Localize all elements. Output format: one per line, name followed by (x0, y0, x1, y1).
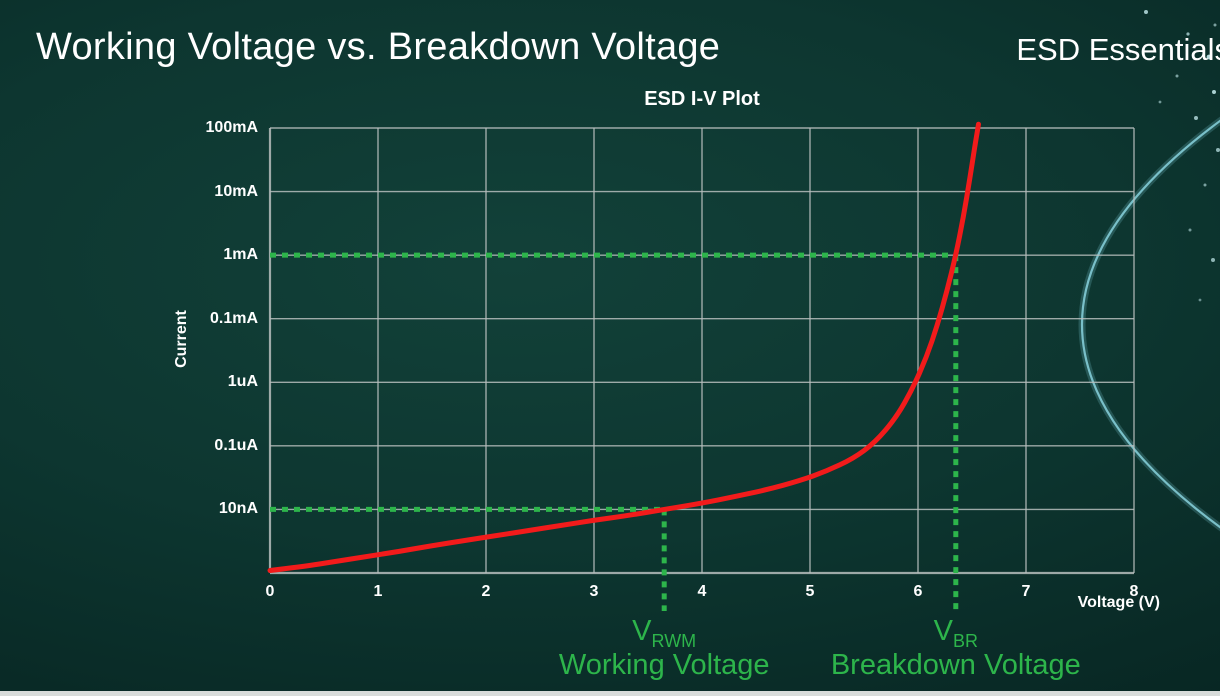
y-tick-label: 10nA (218, 500, 258, 518)
annotation-symbol-vbr: VBR (933, 615, 978, 651)
x-tick-label: 1 (373, 583, 383, 600)
decorative-star-dots (1128, 10, 1220, 302)
x-tick-label: 4 (697, 583, 707, 600)
x-tick-label: 6 (913, 583, 923, 600)
iv-curve (267, 121, 981, 573)
annotation-symbol-main: V (933, 615, 953, 647)
x-tick-label: 7 (1021, 583, 1031, 600)
annotation-symbol-main: V (632, 615, 652, 647)
y-tick-label: 1mA (223, 246, 258, 264)
y-tick-label: 1uA (227, 373, 258, 391)
x-tick-label: 0 (265, 583, 275, 600)
y-tick-label: 100mA (205, 119, 258, 136)
annotation-caption-vrwm: Working Voltage (558, 649, 770, 681)
x-tick-label: 2 (481, 583, 491, 600)
x-tick-label: 5 (805, 583, 815, 600)
annotation-symbol-subscript: RWM (651, 631, 697, 651)
page-title: Working Voltage vs. Breakdown Voltage (36, 26, 721, 68)
brand-text: ESD Essentials (1016, 32, 1220, 67)
y-tick-label: 0.1mA (209, 309, 258, 327)
chart-title: ESD I-V Plot (644, 88, 760, 110)
x-tick-label: 8 (1129, 583, 1139, 600)
annotation-symbol-vrwm: VRWM (632, 615, 697, 651)
y-tick-label: 0.1uA (214, 436, 258, 454)
decorative-swoosh (1081, 119, 1220, 529)
x-axis-label: Voltage (V) (1077, 594, 1160, 611)
annotation-caption-vbr: Breakdown Voltage (830, 649, 1081, 681)
bottom-border (0, 691, 1220, 696)
annotation-symbol-subscript: BR (952, 631, 978, 651)
x-tick-label: 3 (589, 583, 599, 600)
y-tick-label: 10mA (214, 182, 258, 200)
